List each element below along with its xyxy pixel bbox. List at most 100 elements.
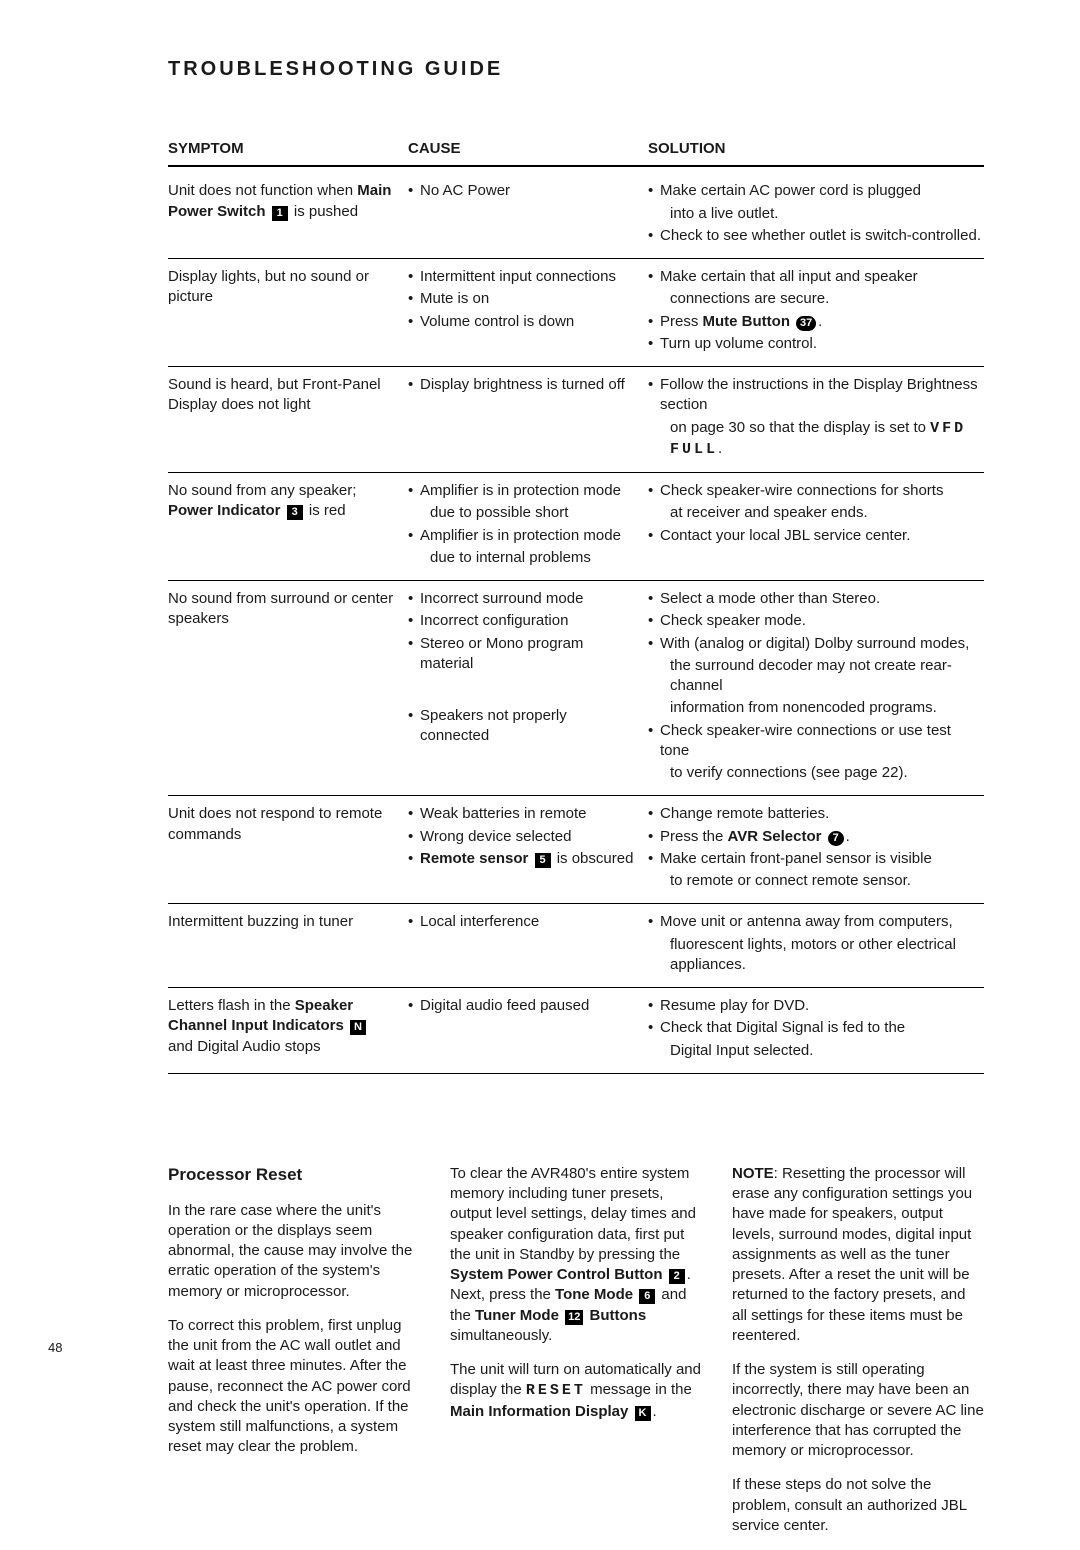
list-item: Follow the instructions in the Display B… <box>648 375 984 416</box>
cause-cell: Digital audio feed paused <box>408 996 648 1063</box>
list-item: due to internal problems <box>408 548 636 568</box>
reset-c3-p3: If these steps do not solve the problem,… <box>732 1475 984 1536</box>
ref-icon-2: 2 <box>669 1269 685 1284</box>
list-item: Stereo or Mono program material <box>408 634 636 675</box>
ref-icon-5: 5 <box>535 853 551 868</box>
list-item: Wrong device selected <box>408 827 636 847</box>
cause-cell: No AC Power <box>408 181 648 248</box>
symptom-cell: Display lights, but no sound or picture <box>168 267 408 356</box>
list-item: Weak batteries in remote <box>408 804 636 824</box>
ref-icon-7: 7 <box>828 831 844 846</box>
list-item: Check speaker-wire connections or use te… <box>648 721 984 762</box>
list-item: Check to see whether outlet is switch-co… <box>648 226 984 246</box>
symptom-cell: Sound is heard, but Front-Panel Display … <box>168 375 408 462</box>
list-item: Change remote batteries. <box>648 804 984 824</box>
reset-col-1: Processor Reset In the rare case where t… <box>168 1164 420 1550</box>
cause-cell: Intermittent input connectionsMute is on… <box>408 267 648 356</box>
reset-c3-p1: NOTE: Resetting the processor will erase… <box>732 1164 984 1346</box>
reset-c2-p1: To clear the AVR480's entire system memo… <box>450 1164 702 1346</box>
list-item: Contact your local JBL service center. <box>648 526 984 546</box>
table-row: Intermittent buzzing in tunerLocal inter… <box>168 904 984 988</box>
solution-cell: Make certain AC power cord is plugged int… <box>648 181 984 248</box>
symptom-cell: Intermittent buzzing in tuner <box>168 912 408 977</box>
symptom-cell: No sound from any speaker; Power Indicat… <box>168 481 408 570</box>
page-number: 48 <box>48 1339 62 1357</box>
list-item: Incorrect surround mode <box>408 589 636 609</box>
header-cause: CAUSE <box>408 139 648 159</box>
table-row: Letters flash in the Speaker Channel Inp… <box>168 988 984 1074</box>
list-item: Make certain AC power cord is plugged <box>648 181 984 201</box>
list-item: Press Mute Button 37. <box>648 312 984 332</box>
list-item: Turn up volume control. <box>648 334 984 354</box>
cause-cell: Display brightness is turned off <box>408 375 648 462</box>
cause-cell: Local interference <box>408 912 648 977</box>
list-item: on page 30 so that the display is set to… <box>648 418 984 461</box>
list-item: Move unit or antenna away from computers… <box>648 912 984 932</box>
table-header: SYMPTOM CAUSE SOLUTION <box>168 139 984 167</box>
list-item: Check that Digital Signal is fed to the <box>648 1018 984 1038</box>
list-item: Digital Input selected. <box>648 1041 984 1061</box>
list-item: at receiver and speaker ends. <box>648 503 984 523</box>
list-item: Intermittent input connections <box>408 267 636 287</box>
list-item: Amplifier is in protection mode <box>408 481 636 501</box>
symptom-cell: Unit does not respond to remote commands <box>168 804 408 893</box>
list-item: Mute is on <box>408 289 636 309</box>
table-row: Sound is heard, but Front-Panel Display … <box>168 367 984 473</box>
cause-cell: Amplifier is in protection modedue to po… <box>408 481 648 570</box>
reset-c2-p2: The unit will turn on automatically and … <box>450 1360 702 1422</box>
table-row: Unit does not function when Main Power S… <box>168 173 984 259</box>
reset-heading: Processor Reset <box>168 1164 420 1187</box>
list-item: connections are secure. <box>648 289 984 309</box>
header-symptom: SYMPTOM <box>168 139 408 159</box>
list-item: fluorescent lights, motors or other elec… <box>648 935 984 976</box>
list-item: Incorrect configuration <box>408 611 636 631</box>
list-item: With (analog or digital) Dolby surround … <box>648 634 984 654</box>
table-row: Display lights, but no sound or pictureI… <box>168 259 984 367</box>
list-item: into a live outlet. <box>648 204 984 224</box>
list-item: Local interference <box>408 912 636 932</box>
list-item: Make certain front-panel sensor is visib… <box>648 849 984 869</box>
solution-cell: Change remote batteries. Press the AVR Se… <box>648 804 984 893</box>
solution-cell: Select a mode other than Stereo.Check sp… <box>648 589 984 785</box>
list-item: Make certain that all input and speaker <box>648 267 984 287</box>
reset-col-3: NOTE: Resetting the processor will erase… <box>732 1164 984 1550</box>
list-item: Check speaker-wire connections for short… <box>648 481 984 501</box>
ref-icon-37: 37 <box>796 316 816 331</box>
page-title: TROUBLESHOOTING GUIDE <box>168 56 984 83</box>
ref-icon-12: 12 <box>565 1310 583 1325</box>
list-item: Display brightness is turned off <box>408 375 636 395</box>
list-item: Check speaker mode. <box>648 611 984 631</box>
symptom-cell: No sound from surround or center speaker… <box>168 589 408 785</box>
reset-col-2: To clear the AVR480's entire system memo… <box>450 1164 702 1550</box>
table-row: No sound from any speaker; Power Indicat… <box>168 473 984 581</box>
list-item: Remote sensor 5 is obscured <box>408 849 636 869</box>
ref-icon-6: 6 <box>639 1289 655 1304</box>
list-item: due to possible short <box>408 503 636 523</box>
solution-cell: Resume play for DVD.Check that Digital S… <box>648 996 984 1063</box>
list-item: Press the AVR Selector 7. <box>648 827 984 847</box>
ref-icon-n: N <box>350 1020 366 1035</box>
cause-cell: Incorrect surround modeIncorrect configu… <box>408 589 648 785</box>
list-item: No AC Power <box>408 181 636 201</box>
list-item: Speakers not properly connected <box>408 706 636 747</box>
list-item: Digital audio feed paused <box>408 996 636 1016</box>
ref-icon-1: 1 <box>272 206 288 221</box>
list-item: to remote or connect remote sensor. <box>648 871 984 891</box>
list-item: Amplifier is in protection mode <box>408 526 636 546</box>
solution-cell: Make certain that all input and speakerc… <box>648 267 984 356</box>
header-solution: SOLUTION <box>648 139 984 159</box>
processor-reset-section: Processor Reset In the rare case where t… <box>168 1164 984 1550</box>
list-item: Resume play for DVD. <box>648 996 984 1016</box>
reset-p2: To correct this problem, first unplug th… <box>168 1316 420 1458</box>
symptom-cell: Letters flash in the Speaker Channel Inp… <box>168 996 408 1063</box>
solution-cell: Check speaker-wire connections for short… <box>648 481 984 570</box>
reset-p1: In the rare case where the unit's operat… <box>168 1201 420 1302</box>
solution-cell: Follow the instructions in the Display B… <box>648 375 984 462</box>
table-row: Unit does not respond to remote commands… <box>168 796 984 904</box>
table-row: No sound from surround or center speaker… <box>168 581 984 796</box>
list-item: Volume control is down <box>408 312 636 332</box>
list-item: Select a mode other than Stereo. <box>648 589 984 609</box>
ref-icon-3: 3 <box>287 505 303 520</box>
symptom-cell: Unit does not function when Main Power S… <box>168 181 408 248</box>
cause-cell: Weak batteries in remote Wrong device sel… <box>408 804 648 893</box>
